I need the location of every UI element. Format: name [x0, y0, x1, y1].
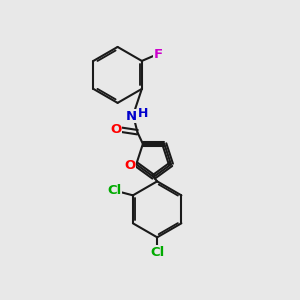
Text: N: N — [125, 110, 136, 123]
Text: O: O — [124, 159, 135, 172]
Text: Cl: Cl — [150, 245, 164, 259]
Text: F: F — [154, 48, 163, 61]
Text: H: H — [137, 107, 148, 120]
Text: Cl: Cl — [107, 184, 122, 197]
Text: O: O — [110, 123, 122, 136]
